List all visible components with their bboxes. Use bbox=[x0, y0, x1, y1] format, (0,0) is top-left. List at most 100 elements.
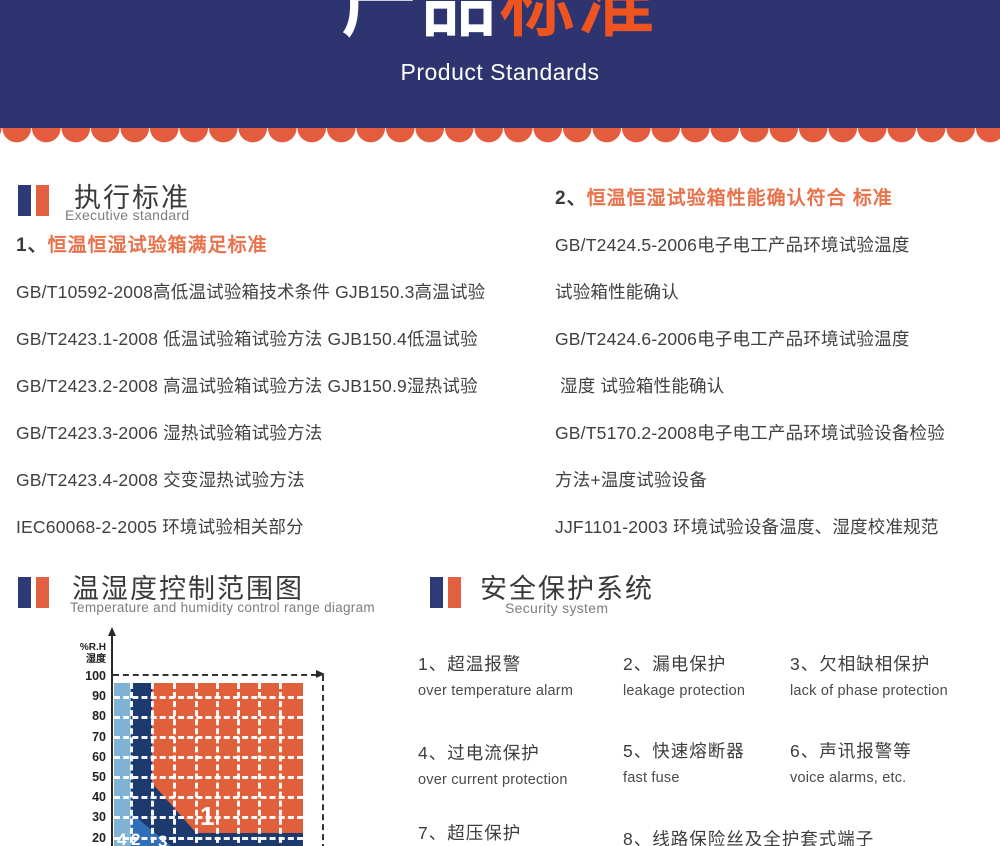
exec-item-title: 恒温恒湿试验箱满足标准 bbox=[47, 235, 268, 256]
gridline bbox=[114, 756, 303, 759]
y-axis-label-cn: 湿度 bbox=[86, 654, 106, 665]
security-item-cn: 1、超温报警 bbox=[418, 654, 522, 674]
standard-line: GB/T2423.3-2006 湿热试验箱试验方法 bbox=[16, 423, 323, 443]
standard-line: GB/T2424.6-2006电子电工产品环境试验温度 bbox=[555, 329, 910, 349]
confirm-item-title: 恒温恒湿试验箱性能确认符合 标准 bbox=[586, 188, 893, 209]
y-tick-30: 30 bbox=[92, 810, 106, 824]
standard-line: 方法+温度试验设备 bbox=[555, 470, 708, 490]
flag-blue-bar bbox=[430, 577, 443, 608]
humidity-range-chart: %R.H 湿度 100 90 80 70 60 50 40 30 20 bbox=[60, 627, 400, 846]
y-axis-line bbox=[111, 635, 113, 846]
gridline bbox=[258, 683, 261, 846]
standard-line: 试验箱性能确认 bbox=[555, 282, 679, 302]
security-item-cn: 3、欠相缺相保护 bbox=[790, 654, 931, 674]
security-heading-cn: 安全保护系统 bbox=[480, 574, 654, 604]
security-item-en: leakage protection bbox=[623, 683, 746, 699]
standard-line: GB/T5170.2-2008电子电工产品环境试验设备检验 bbox=[555, 423, 945, 443]
header-banner: 产品标准 Product Standards bbox=[0, 0, 1000, 128]
standard-line: GB/T2423.4-2008 交变湿热试验方法 bbox=[16, 470, 305, 490]
standard-line: GB/T2423.1-2008 低温试验箱试验方法 GJB150.4低温试验 bbox=[16, 329, 478, 349]
confirm-standards-list: 2、恒温恒湿试验箱性能确认符合 标准 GB/T2424.5-2006电子电工产品… bbox=[555, 175, 995, 551]
standard-line: GB/T2424.5-2006电子电工产品环境试验温度 bbox=[555, 235, 910, 255]
x-axis-arrow-icon bbox=[316, 670, 325, 678]
flag-orange-bar bbox=[36, 577, 49, 608]
gridline bbox=[114, 736, 303, 739]
standard-line: JJF1101-2003 环境试验设备温度、湿度校准规范 bbox=[555, 517, 939, 537]
y-tick-90: 90 bbox=[92, 689, 106, 703]
region-3-navy-column bbox=[131, 683, 152, 846]
flag-icon bbox=[18, 577, 50, 608]
security-item-en: over temperature alarm bbox=[418, 683, 574, 699]
gridline bbox=[151, 683, 154, 846]
y-tick-40: 40 bbox=[92, 790, 106, 804]
flag-icon bbox=[18, 185, 50, 216]
exec-item-number: 1、 bbox=[16, 235, 48, 256]
flag-blue-bar bbox=[18, 577, 31, 608]
chart-right-dashed-border bbox=[322, 675, 324, 846]
region-label-1: 1 bbox=[200, 801, 215, 831]
exec-standards-list: 1、恒温恒湿试验箱满足标准 GB/T10592-2008高低温试验箱技术条件 G… bbox=[16, 222, 546, 551]
gridline bbox=[237, 683, 240, 846]
y-tick-50: 50 bbox=[92, 770, 106, 784]
security-item-5: 5、快速熔断器 fast fuse bbox=[623, 738, 745, 786]
standard-line: IEC60068-2-2005 环境试验相关部分 bbox=[16, 517, 304, 537]
gridline bbox=[216, 683, 219, 846]
page-title: 产品标准 bbox=[0, 0, 1000, 41]
page-title-orange: 标准 bbox=[500, 0, 659, 45]
security-item-2: 2、漏电保护 leakage protection bbox=[623, 651, 745, 699]
scalloped-divider bbox=[0, 128, 1000, 144]
security-item-3: 3、欠相缺相保护 lack of phase protection bbox=[790, 651, 948, 699]
exec-heading-cn: 执行标准 bbox=[74, 183, 190, 213]
exec-heading-en: Executive standard bbox=[65, 207, 190, 223]
y-axis-label-unit: %R.H bbox=[79, 642, 106, 653]
gridline bbox=[114, 837, 303, 840]
security-item-cn: 7、超压保护 bbox=[418, 823, 522, 843]
security-item-cn: 2、漏电保护 bbox=[623, 654, 727, 674]
chart-plot-area: 1 4 2 3 bbox=[114, 683, 303, 846]
y-tick-20: 20 bbox=[92, 831, 106, 845]
y-tick-80: 80 bbox=[92, 709, 106, 723]
security-item-en: voice alarms, etc. bbox=[790, 770, 907, 786]
security-item-en: lack of phase protection bbox=[790, 683, 948, 699]
gridline bbox=[114, 716, 303, 719]
chart-top-dashed-border bbox=[113, 674, 317, 676]
security-item-cn: 4、过电流保护 bbox=[418, 743, 540, 763]
security-item-en: fast fuse bbox=[623, 770, 680, 786]
security-item-cn: 5、快速熔断器 bbox=[623, 741, 745, 761]
flag-icon bbox=[430, 577, 462, 608]
diagram-heading-en: Temperature and humidity control range d… bbox=[70, 600, 375, 615]
security-item-en: over current protection bbox=[418, 772, 568, 788]
confirm-item-number: 2、 bbox=[555, 188, 587, 209]
standard-line: GB/T10592-2008高低温试验箱技术条件 GJB150.3高温试验 bbox=[16, 282, 486, 302]
page-subtitle: Product Standards bbox=[400, 59, 600, 85]
page-title-white: 产品 bbox=[341, 0, 500, 45]
flag-orange-bar bbox=[36, 185, 49, 216]
y-tick-70: 70 bbox=[92, 730, 106, 744]
region-label-2: 2 bbox=[131, 830, 141, 846]
security-item-1: 1、超温报警 over temperature alarm bbox=[418, 651, 573, 699]
region-4-lightblue bbox=[114, 683, 131, 846]
gridline bbox=[114, 796, 303, 799]
gridline bbox=[114, 696, 303, 699]
y-axis-arrow-icon bbox=[108, 627, 116, 636]
gridline bbox=[114, 776, 303, 779]
y-tick-100: 100 bbox=[85, 669, 106, 683]
diagram-heading-cn: 温湿度控制范围图 bbox=[72, 574, 304, 604]
standard-line: GB/T2423.2-2008 高温试验箱试验方法 GJB150.9湿热试验 bbox=[16, 376, 478, 396]
flag-blue-bar bbox=[18, 185, 31, 216]
confirm-item-heading: 2、恒温恒湿试验箱性能确认符合 标准 bbox=[555, 175, 995, 222]
gridline bbox=[114, 816, 303, 819]
gridline bbox=[130, 683, 133, 846]
security-item-4: 4、过电流保护 over current protection bbox=[418, 740, 568, 788]
region-label-3: 3 bbox=[158, 832, 168, 846]
security-heading-en: Security system bbox=[505, 600, 609, 616]
security-item-7: 7、超压保护 bbox=[418, 820, 521, 845]
standard-line: 湿度 试验箱性能确认 bbox=[555, 376, 725, 396]
region-label-4: 4 bbox=[117, 830, 127, 846]
security-item-cn: 6、声讯报警等 bbox=[790, 741, 912, 761]
security-item-cn: 8、线路保险丝及全护套式端子 bbox=[623, 829, 875, 846]
gridline bbox=[279, 683, 282, 846]
y-axis-label: %R.H 湿度 bbox=[60, 642, 106, 666]
flag-orange-bar bbox=[448, 577, 461, 608]
